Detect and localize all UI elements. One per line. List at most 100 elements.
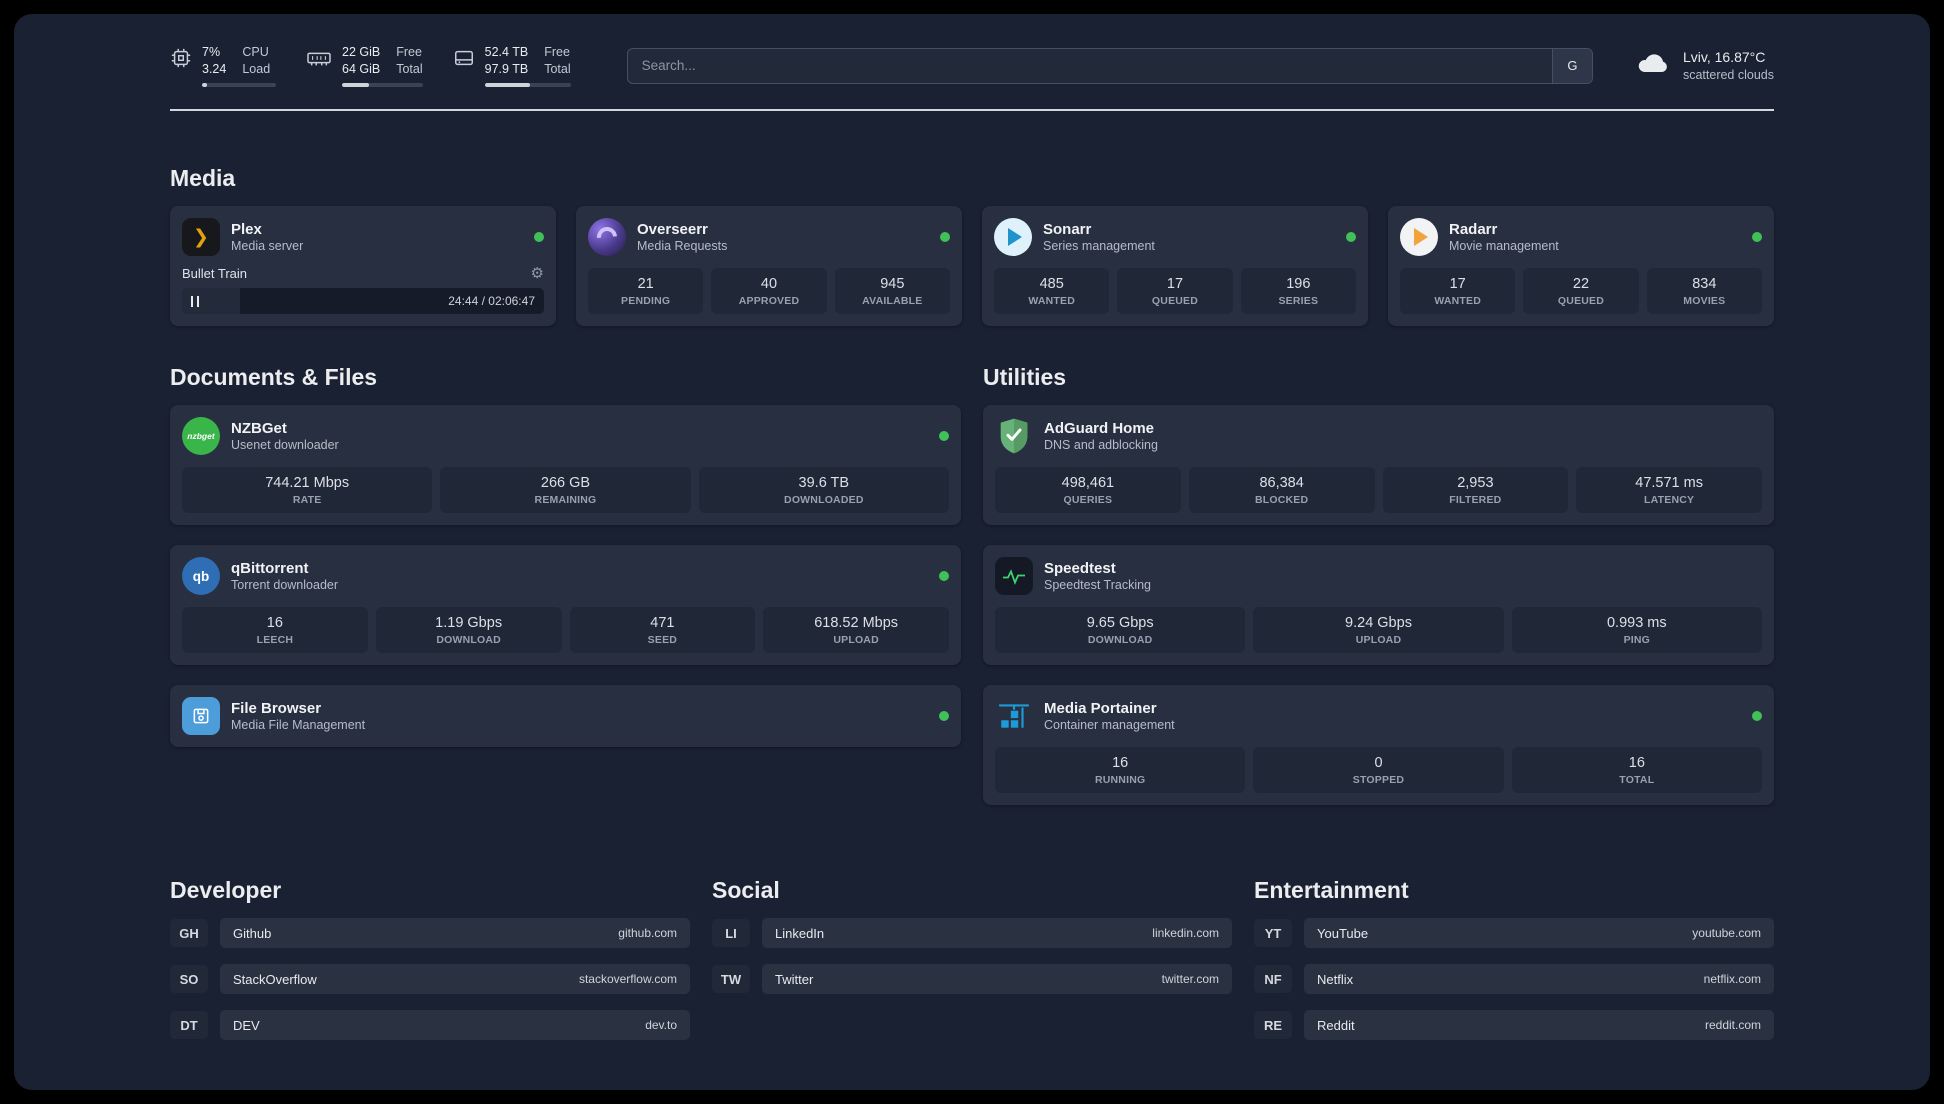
- bookmark-name: DEV: [233, 1017, 260, 1033]
- ram-total: 64 GiB: [342, 61, 381, 76]
- service-name: qBittorrent: [231, 560, 309, 577]
- stat-tile: 16 LEECH: [182, 607, 368, 653]
- overseerr-icon: [588, 218, 626, 256]
- bookmark-row: GH Github github.com: [170, 918, 690, 948]
- service-card-portainer[interactable]: Media Portainer Container management 16 …: [983, 685, 1774, 805]
- sonarr-icon: [994, 218, 1032, 256]
- ram-free-label: Free: [396, 45, 422, 59]
- stat-label: SERIES: [1278, 295, 1319, 307]
- service-card-filebrowser[interactable]: File Browser Media File Management: [170, 685, 961, 747]
- weather-location: Lviv, 16.87°C: [1682, 48, 1766, 65]
- bookmark-name: YouTube: [1317, 925, 1369, 941]
- bookmark-link-youtube[interactable]: YouTube youtube.com: [1304, 918, 1774, 948]
- stat-label: UPLOAD: [833, 634, 879, 646]
- service-card-sonarr[interactable]: Sonarr Series management 485 WANTED 17 Q…: [982, 206, 1368, 326]
- stat-value: 0.993 ms: [1606, 615, 1667, 631]
- portainer-icon: [995, 697, 1033, 735]
- service-card-qbittorrent[interactable]: qb qBittorrent Torrent downloader 16 LEE…: [170, 545, 961, 665]
- status-dot: [939, 571, 949, 581]
- search-input[interactable]: [627, 48, 1552, 83]
- stat-tile: 17 QUEUED: [1117, 268, 1233, 314]
- service-card-speedtest[interactable]: Speedtest Speedtest Tracking 9.65 Gbps D…: [983, 545, 1774, 665]
- topbar-divider: [170, 109, 1774, 111]
- disk-metric: 52.4 TB 97.9 TB Free Total: [453, 44, 571, 87]
- stat-value: 16: [1628, 755, 1645, 771]
- status-dot: [939, 431, 949, 441]
- twitter-icon: TW: [712, 965, 750, 993]
- reddit-icon: RE: [1254, 1011, 1292, 1039]
- disk-free: 52.4 TB: [484, 45, 529, 59]
- service-card-overseerr[interactable]: Overseerr Media Requests 21 PENDING 40 A…: [576, 206, 962, 326]
- stat-value: 16: [266, 615, 283, 631]
- service-subtitle: Movie management: [1449, 239, 1559, 253]
- bookmark-link-linkedin[interactable]: LinkedIn linkedin.com: [762, 918, 1232, 948]
- status-dot: [1752, 711, 1762, 721]
- stat-label: APPROVED: [738, 295, 800, 307]
- stat-value: 16: [1112, 755, 1129, 771]
- cpu-load-label: Load: [242, 61, 271, 76]
- pause-icon[interactable]: [191, 295, 199, 307]
- service-name: Radarr: [1449, 221, 1498, 238]
- bookmark-link-reddit[interactable]: Reddit reddit.com: [1304, 1010, 1774, 1040]
- bookmark-url: twitter.com: [1161, 972, 1219, 986]
- bookmark-url: linkedin.com: [1152, 926, 1219, 940]
- stat-label: LATENCY: [1644, 494, 1695, 506]
- service-name: AdGuard Home: [1044, 420, 1155, 437]
- stat-tile: 17 WANTED: [1400, 268, 1516, 314]
- stat-value: 9.65 Gbps: [1086, 615, 1154, 631]
- service-card-nzbget[interactable]: nzbget NZBGet Usenet downloader 744.21 M…: [170, 405, 961, 525]
- nzbget-icon: nzbget: [182, 417, 220, 455]
- bookmark-link-github[interactable]: Github github.com: [220, 918, 690, 948]
- stat-tile: 2,953 FILTERED: [1382, 467, 1569, 513]
- stat-value: 744.21 Mbps: [265, 475, 350, 491]
- stat-tile: 471 SEED: [569, 607, 756, 653]
- bookmark-link-dev[interactable]: DEV dev.to: [220, 1010, 690, 1040]
- stat-label: WANTED: [1434, 295, 1482, 307]
- plex-icon: ❯: [182, 218, 220, 256]
- stat-value: 945: [880, 276, 905, 292]
- stat-label: PENDING: [621, 295, 671, 307]
- disk-total: 97.9 TB: [484, 61, 529, 76]
- section-title-entertainment: Entertainment: [1254, 877, 1409, 903]
- stat-value: 834: [1692, 276, 1717, 292]
- top-bar: 7% 3.24 CPU Load: [170, 44, 1774, 87]
- stat-value: 9.24 Gbps: [1345, 615, 1412, 631]
- bookmark-link-twitter[interactable]: Twitter twitter.com: [762, 964, 1232, 994]
- player-progress[interactable]: 24:44 / 02:06:47: [182, 288, 544, 314]
- service-name: Sonarr: [1043, 221, 1092, 238]
- section-developer: Developer GH Github github.com SO StackO…: [170, 877, 690, 1040]
- service-subtitle: Media server: [231, 239, 304, 253]
- service-name: NZBGet: [231, 420, 287, 437]
- bookmark-link-stackoverflow[interactable]: StackOverflow stackoverflow.com: [220, 964, 690, 994]
- stat-label: LEECH: [256, 634, 294, 646]
- section-title-documents: Documents & Files: [170, 364, 378, 390]
- service-name: Overseerr: [637, 221, 708, 238]
- stat-tile: 21 PENDING: [588, 268, 704, 314]
- service-card-plex[interactable]: ❯ Plex Media server Bullet Train ⚙: [170, 206, 556, 326]
- stat-value: 21: [637, 276, 654, 292]
- github-icon: GH: [170, 919, 208, 947]
- bookmark-row: LI LinkedIn linkedin.com: [712, 918, 1232, 948]
- service-card-radarr[interactable]: Radarr Movie management 17 WANTED 22 QUE…: [1388, 206, 1774, 326]
- stat-label: STOPPED: [1352, 774, 1405, 786]
- bookmark-link-netflix[interactable]: Netflix netflix.com: [1304, 964, 1774, 994]
- stat-value: 86,384: [1259, 475, 1304, 491]
- gear-icon[interactable]: ⚙: [530, 265, 544, 282]
- stat-tile: 618.52 Mbps UPLOAD: [763, 607, 949, 653]
- radarr-icon: [1400, 218, 1438, 256]
- dev-icon: DT: [170, 1011, 208, 1039]
- disk-free-label: Free: [544, 45, 570, 59]
- bookmark-name: Twitter: [775, 971, 814, 987]
- service-subtitle: Media File Management: [231, 718, 366, 732]
- bookmark-row: NF Netflix netflix.com: [1254, 964, 1774, 994]
- search-engine-button[interactable]: G: [1551, 48, 1592, 83]
- plex-now-playing: Bullet Train ⚙ 24:44 / 02:06:47: [182, 266, 544, 314]
- stat-label: DOWNLOAD: [1087, 634, 1153, 646]
- stat-label: REMAINING: [534, 494, 597, 506]
- cpu-metric: 7% 3.24 CPU Load: [170, 44, 276, 87]
- stat-label: TOTAL: [1619, 774, 1655, 786]
- stat-tile: 9.65 Gbps DOWNLOAD: [995, 607, 1246, 653]
- service-card-adguard[interactable]: AdGuard Home DNS and adblocking 498,461 …: [983, 405, 1774, 525]
- stat-value: 17: [1166, 276, 1184, 292]
